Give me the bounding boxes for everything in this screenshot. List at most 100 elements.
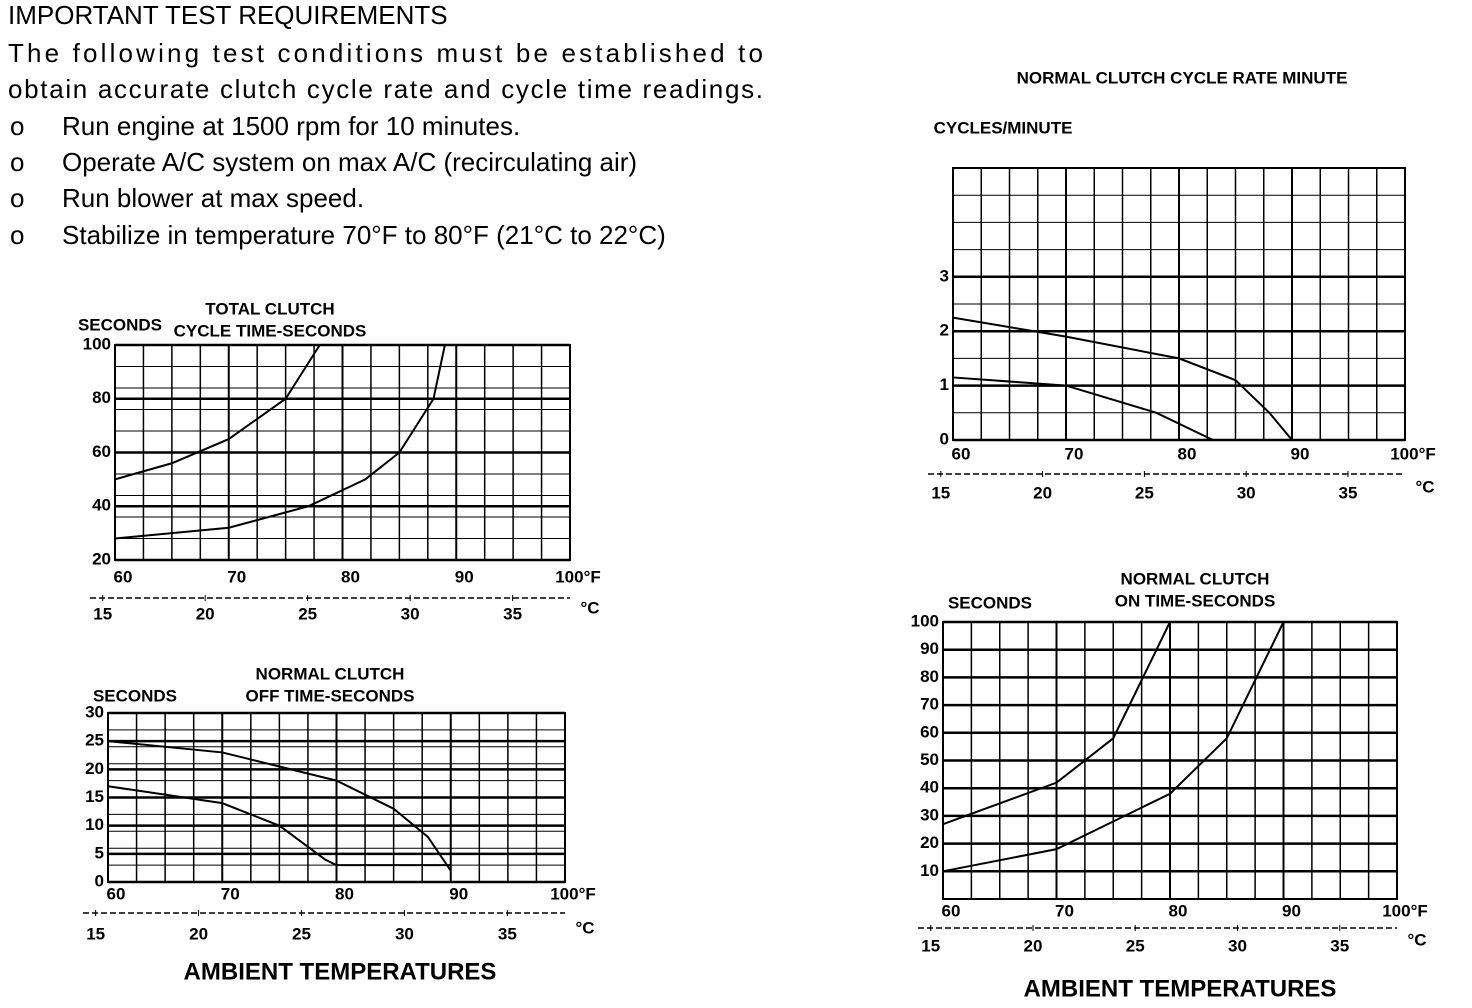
y-tick-label: 80 [920,667,939,686]
chart-title: NORMAL CLUTCH [256,664,405,683]
chart-title: CYCLE TIME-SECONDS [174,321,367,340]
y-tick-label: 40 [92,496,111,515]
bullet: o [10,183,24,213]
y-tick-label: 2 [940,321,949,340]
y-axis-label: CYCLES/MINUTE [934,118,1073,137]
x2-tick-label: 35 [1339,483,1358,502]
bullet: o [10,220,24,250]
x-tick-label: 80 [1178,444,1197,463]
y-tick-label: 20 [920,833,939,852]
y-tick-label: 90 [920,639,939,658]
x-tick-label: 70 [1055,901,1074,920]
x2-axis-label: °C [1415,477,1434,496]
curve [952,376,1214,441]
x2-tick-label: 30 [1237,483,1256,502]
y-tick-label: 50 [920,750,939,769]
curve [107,785,451,867]
chart-title: OFF TIME-SECONDS [245,686,414,705]
x-tick-label: 90 [455,567,474,586]
x2-tick-label: 20 [196,604,215,623]
x-tick-label: 80 [341,567,360,586]
bullet: o [10,111,24,141]
y-tick-label: 30 [85,702,104,721]
bullet: o [10,147,24,177]
bullet-text: Operate A/C system on max A/C (recircula… [62,147,637,177]
x2-tick-label: 15 [86,924,105,943]
y-tick-label: 60 [92,442,111,461]
curve [114,344,321,481]
y-tick-label: 10 [920,861,939,880]
x-tick-label: 60 [114,567,133,586]
y-axis-label: SECONDS [93,686,177,705]
chart-title: NORMAL CLUTCH CYCLE RATE MINUTE [1017,68,1348,87]
chart-title: TOTAL CLUTCH [205,299,334,318]
x2-tick-label: 20 [1024,936,1043,955]
y-tick-label: 10 [85,815,104,834]
y-tick-label: 70 [920,695,939,714]
bullet-text: Stabilize in temperature 70°F to 80°F (2… [62,220,666,250]
y-tick-label: 20 [85,759,104,778]
x-tick-label: 60 [107,884,126,903]
chart-title: NORMAL CLUTCH [1121,569,1270,588]
y-tick-label: 100 [83,334,111,353]
y-tick-label: 1 [940,375,949,394]
header-title: IMPORTANT TEST REQUIREMENTS [8,0,448,30]
x2-axis-label: °C [580,598,599,617]
x2-tick-label: 25 [1126,936,1145,955]
x2-tick-label: 35 [1330,936,1349,955]
y-tick-label: 5 [95,843,104,862]
x2-tick-label: 30 [1228,936,1247,955]
curve [114,344,446,540]
curve [952,316,1293,441]
curve [107,740,452,872]
bullet-text: Run engine at 1500 rpm for 10 minutes. [62,111,520,141]
x-tick-label: 60 [942,901,961,920]
x2-tick-label: 35 [503,604,522,623]
y-tick-label: 3 [940,266,949,285]
x2-tick-label: 25 [292,924,311,943]
chart-title: ON TIME-SECONDS [1115,591,1276,610]
y-axis-label: SECONDS [78,315,162,334]
x2-tick-label: 15 [921,936,940,955]
x-tick-label: 80 [1169,901,1188,920]
x2-tick-label: 15 [93,604,112,623]
y-tick-label: 80 [92,388,111,407]
y-tick-label: 15 [85,787,104,806]
x2-tick-label: 30 [395,924,414,943]
y-tick-label: 25 [85,731,104,750]
header-line: The following test conditions must be es… [8,38,763,68]
y-tick-label: 40 [920,778,939,797]
x2-tick-label: 25 [1135,483,1154,502]
y-tick-label: 30 [920,805,939,824]
x2-axis-label: °C [575,918,594,937]
x-tick-label: 100°F [550,884,596,903]
y-tick-label: 20 [92,549,111,568]
x-tick-label: 100°F [555,567,601,586]
x-tick-label: 90 [1291,444,1310,463]
x2-tick-label: 15 [931,483,950,502]
x-tick-label: 100°F [1382,901,1428,920]
x-tick-label: 70 [1065,444,1084,463]
x-tick-label: 60 [952,444,971,463]
y-tick-label: 100 [911,611,939,630]
footer: AMBIENT TEMPERATURES [1024,975,1337,1002]
y-axis-label: SECONDS [948,593,1032,612]
x-tick-label: 90 [1282,901,1301,920]
x2-tick-label: 35 [498,924,517,943]
x2-tick-label: 25 [298,604,317,623]
y-tick-label: 60 [920,722,939,741]
y-tick-label: 0 [95,871,104,890]
x-tick-label: 80 [335,884,354,903]
x2-axis-label: °C [1407,930,1426,949]
x-tick-label: 70 [221,884,240,903]
curve [942,621,1171,826]
bullet-text: Run blower at max speed. [62,183,364,213]
x2-tick-label: 20 [1033,483,1052,502]
curve [942,621,1285,873]
x2-tick-label: 30 [401,604,420,623]
x-tick-label: 100°F [1390,444,1436,463]
footer: AMBIENT TEMPERATURES [184,958,497,985]
x2-tick-label: 20 [189,924,208,943]
x-tick-label: 70 [227,567,246,586]
